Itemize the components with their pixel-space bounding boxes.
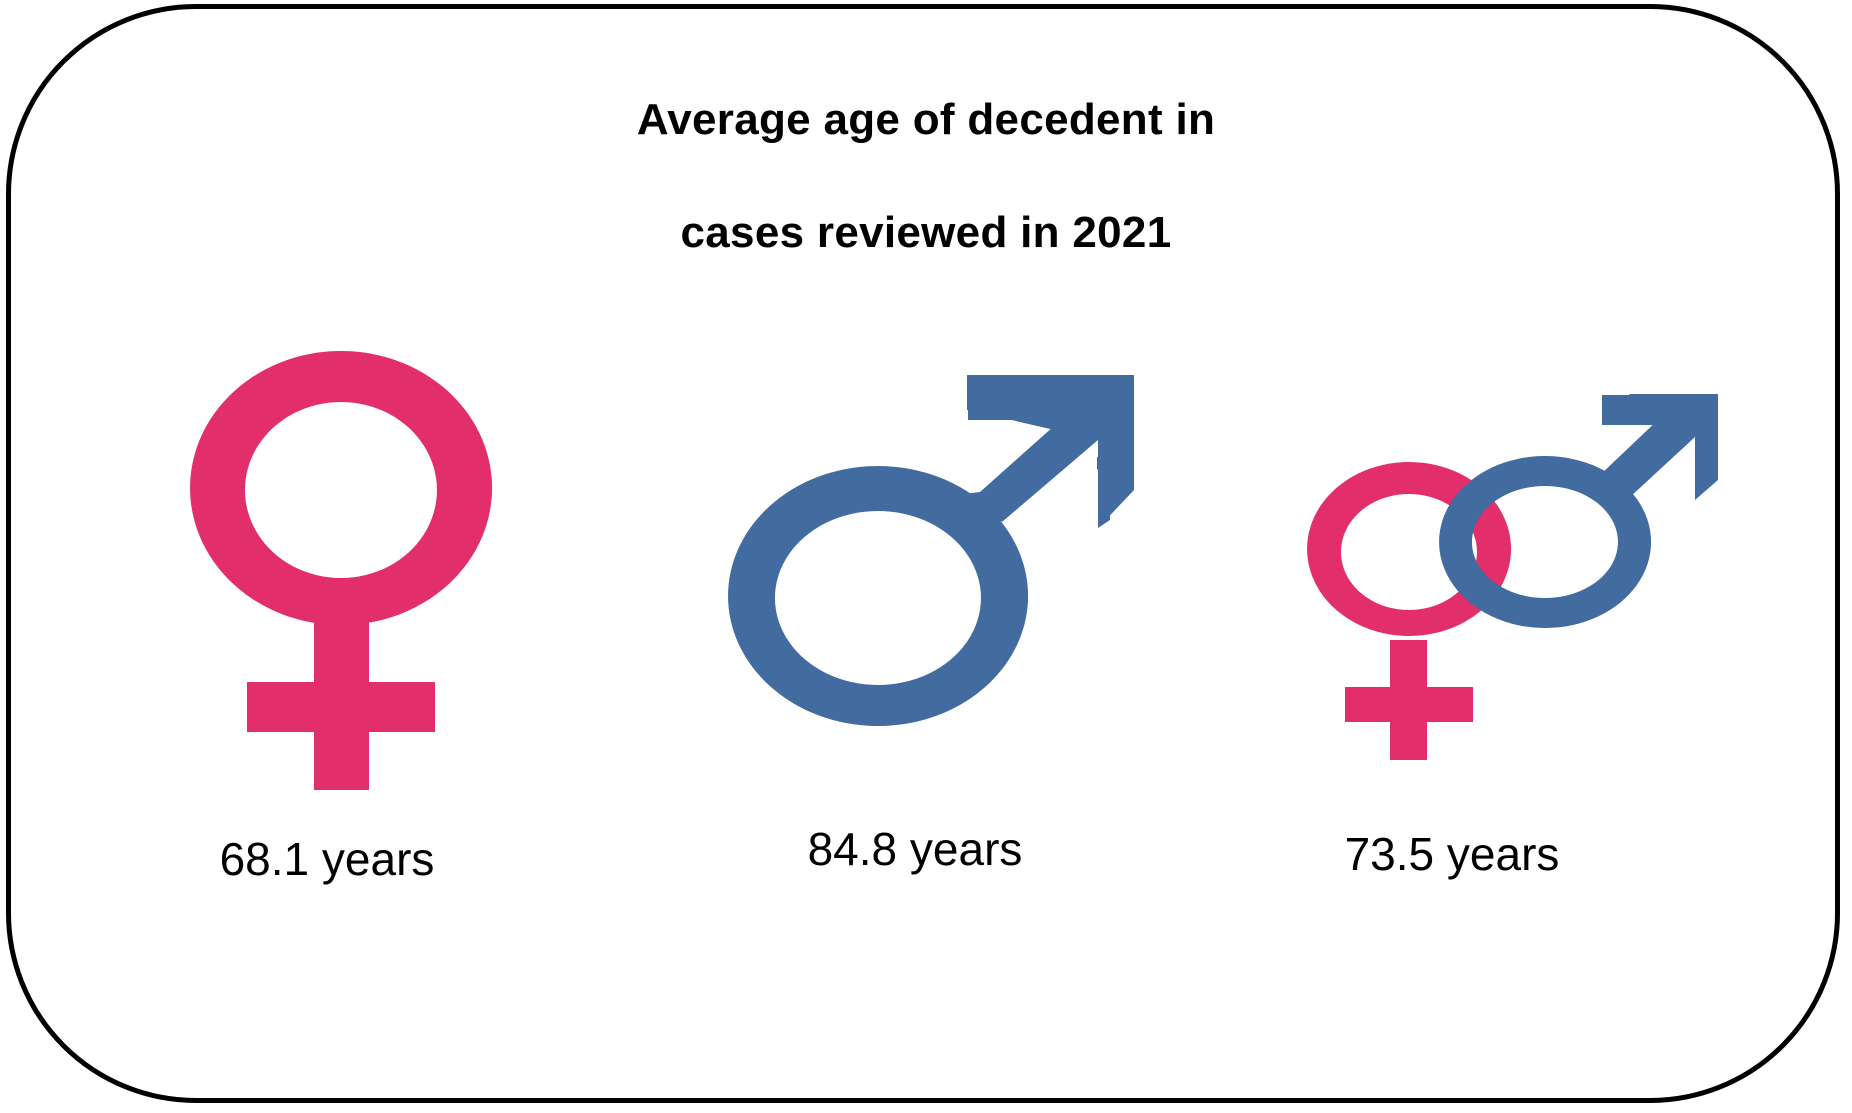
overall-average-age: 73.5 years [1344, 828, 1560, 880]
male-average-age: 84.8 years [807, 823, 1023, 875]
female-average-age: 68.1 years [219, 833, 435, 885]
rounded-card-frame [6, 4, 1840, 1103]
title-line-2: cases reviewed in 2021 [680, 208, 1172, 257]
title-line-1: Average age of decedent in [636, 95, 1216, 144]
